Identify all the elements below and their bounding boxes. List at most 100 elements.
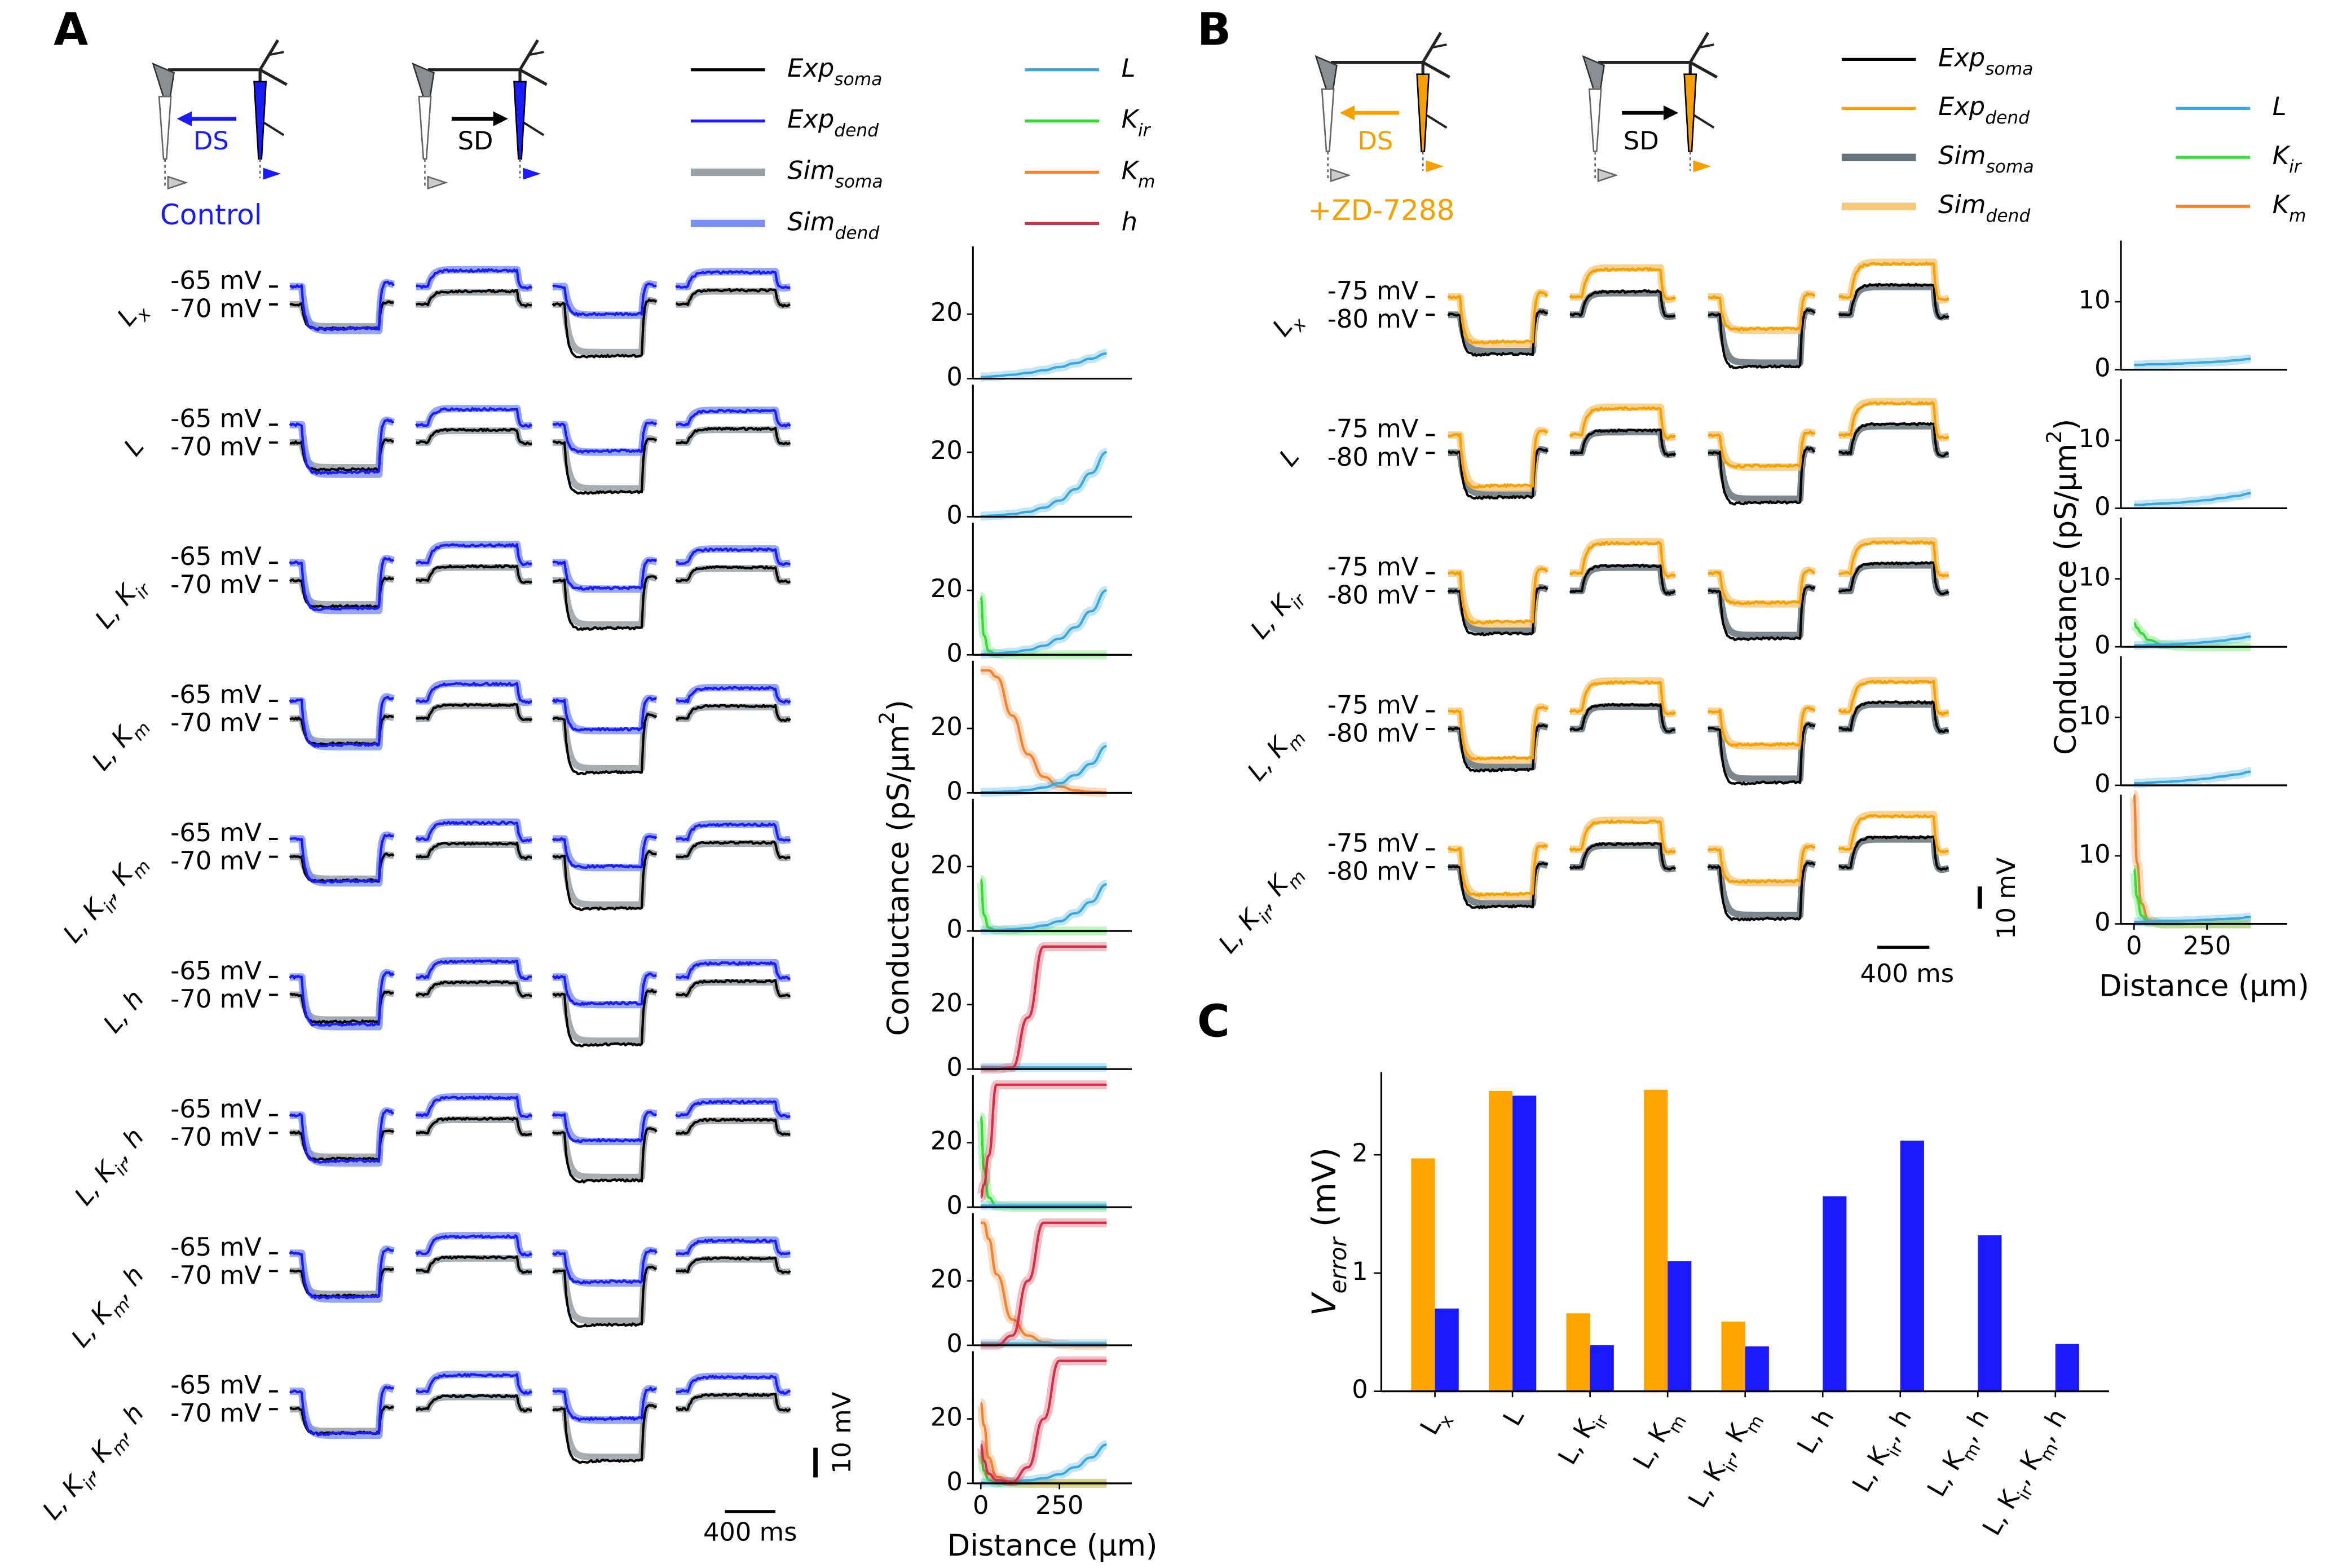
conductance-curve — [980, 1359, 1107, 1483]
bar — [1668, 1261, 1692, 1392]
voltage-label: -65 mV — [170, 265, 262, 295]
conductance-curve — [2134, 492, 2251, 506]
voltage-label: -65 mV — [170, 679, 262, 709]
voltage-trace — [1447, 561, 1949, 642]
legend-label-part: Exp — [787, 53, 834, 83]
voltage-trace — [1446, 284, 1951, 366]
y-axis-title-part: ) — [881, 700, 916, 712]
scale-bar-label: 10 mV — [1991, 857, 2021, 939]
y-tick-label: 10 — [2079, 423, 2111, 453]
y-tick-label: 0 — [2094, 630, 2110, 660]
voltage-trace — [289, 1096, 791, 1164]
bar — [1721, 1321, 1745, 1392]
y-tick-label: 0 — [946, 638, 962, 668]
legend-label: Expsoma — [1938, 42, 2033, 79]
voltage-trace — [289, 268, 791, 332]
y-tick-label: 0 — [946, 1190, 962, 1220]
voltage-label: -70 mV — [170, 708, 262, 737]
bar — [1590, 1345, 1614, 1392]
y-axis-title-part: Conductance (pS/μm — [881, 725, 916, 1036]
panel-letter: A — [54, 3, 88, 55]
y-axis-title: Conductance (pS/μm2) — [2042, 419, 2083, 755]
y-tick-label: 20 — [930, 435, 963, 465]
x-tick-label: 0 — [973, 1490, 989, 1520]
bar — [1900, 1141, 1924, 1392]
voltage-trace — [1448, 679, 1949, 761]
scale-bar-label: 10 mV — [827, 1392, 857, 1474]
y-tick-label: 0 — [946, 500, 962, 529]
panel-letter: B — [1197, 3, 1231, 55]
legend-label-part: ir — [2289, 157, 2302, 177]
y-tick-label: 0 — [946, 1328, 962, 1358]
legend-label-part: soma — [835, 171, 883, 192]
x-tick-label: 250 — [2183, 931, 2231, 961]
voltage-label: -70 mV — [170, 1398, 262, 1428]
voltage-trace — [1447, 540, 1949, 625]
conductance-curve — [981, 669, 1107, 794]
voltage-label: -75 mV — [1327, 276, 1419, 306]
y-axis-title-part: 2 — [875, 712, 899, 725]
voltage-label: -70 mV — [170, 431, 262, 461]
voltage-label: -65 mV — [170, 818, 262, 847]
y-axis-title: Verror (mV) — [1305, 1147, 1352, 1316]
icons-b — [1316, 33, 1717, 181]
conductance-curve — [981, 451, 1108, 518]
voltage-trace — [289, 1234, 791, 1300]
scale-bar-label: 400 ms — [703, 1517, 797, 1547]
voltage-trace — [287, 266, 793, 334]
voltage-trace — [289, 682, 791, 748]
legend-label-part: K — [2273, 189, 2291, 219]
y-tick-label: 20 — [930, 297, 963, 327]
y-tick-label: 0 — [2094, 491, 2110, 521]
legend-label-part: m — [2289, 206, 2306, 226]
legend-label-part: K — [1122, 104, 1140, 134]
y-tick-label: 0 — [946, 914, 962, 944]
voltage-trace — [1448, 700, 1949, 786]
conductance-curve — [2134, 635, 2251, 647]
x-axis-title: Distance (μm) — [2099, 969, 2309, 1003]
voltage-trace — [289, 820, 791, 884]
x-tick-label: 250 — [1035, 1490, 1083, 1520]
conductance-curve — [2134, 916, 2251, 924]
bar — [1644, 1089, 1668, 1392]
bar — [1512, 1096, 1537, 1392]
legend-label-part: dend — [834, 121, 879, 141]
legend-label-part: dend — [1986, 206, 2031, 226]
legend-label-part: Sim — [787, 206, 835, 236]
y-tick-label: 10 — [2079, 839, 2111, 869]
legend-label: Expdend — [1938, 91, 2030, 128]
conductance-curve — [2134, 357, 2251, 366]
legend-label-part: m — [1138, 171, 1155, 192]
voltage-trace — [1447, 282, 1949, 369]
y-axis-title-part: ) — [2049, 419, 2083, 431]
voltage-trace — [289, 703, 791, 775]
legend-label: Km — [2273, 189, 2306, 226]
legend-label: h — [1122, 206, 1137, 236]
y-tick-label: 20 — [930, 1264, 963, 1294]
voltage-trace — [289, 564, 791, 631]
icon-label: SD — [1624, 126, 1659, 156]
bar — [1823, 1196, 1847, 1392]
voltage-trace — [1447, 814, 1949, 898]
voltage-trace — [1448, 401, 1949, 489]
y-tick-label: 10 — [2079, 700, 2111, 730]
legend-label-part: soma — [834, 69, 882, 90]
y-tick-label: 20 — [930, 573, 963, 603]
legend-label-part: dend — [1985, 108, 2030, 128]
y-axis-title-part: (mV) — [1305, 1147, 1343, 1238]
legend-label-part: Exp — [1938, 42, 1985, 72]
legend-label: Km — [1122, 155, 1155, 192]
y-tick-label: 20 — [930, 988, 963, 1018]
voltage-trace — [1448, 422, 1949, 506]
voltage-label: -70 mV — [170, 569, 262, 599]
y-axis-title: Conductance (pS/μm2) — [875, 700, 916, 1036]
y-tick-label: 0 — [2094, 768, 2110, 798]
legend-label-part: Sim — [1938, 189, 1986, 219]
x-axis-title: Distance (μm) — [947, 1529, 1158, 1563]
icon-label: SD — [458, 126, 493, 156]
icon-label: DS — [193, 126, 229, 156]
voltage-label: -75 mV — [1327, 690, 1419, 720]
y-tick-label: 1 — [1352, 1256, 1368, 1286]
voltage-trace — [289, 1116, 791, 1184]
